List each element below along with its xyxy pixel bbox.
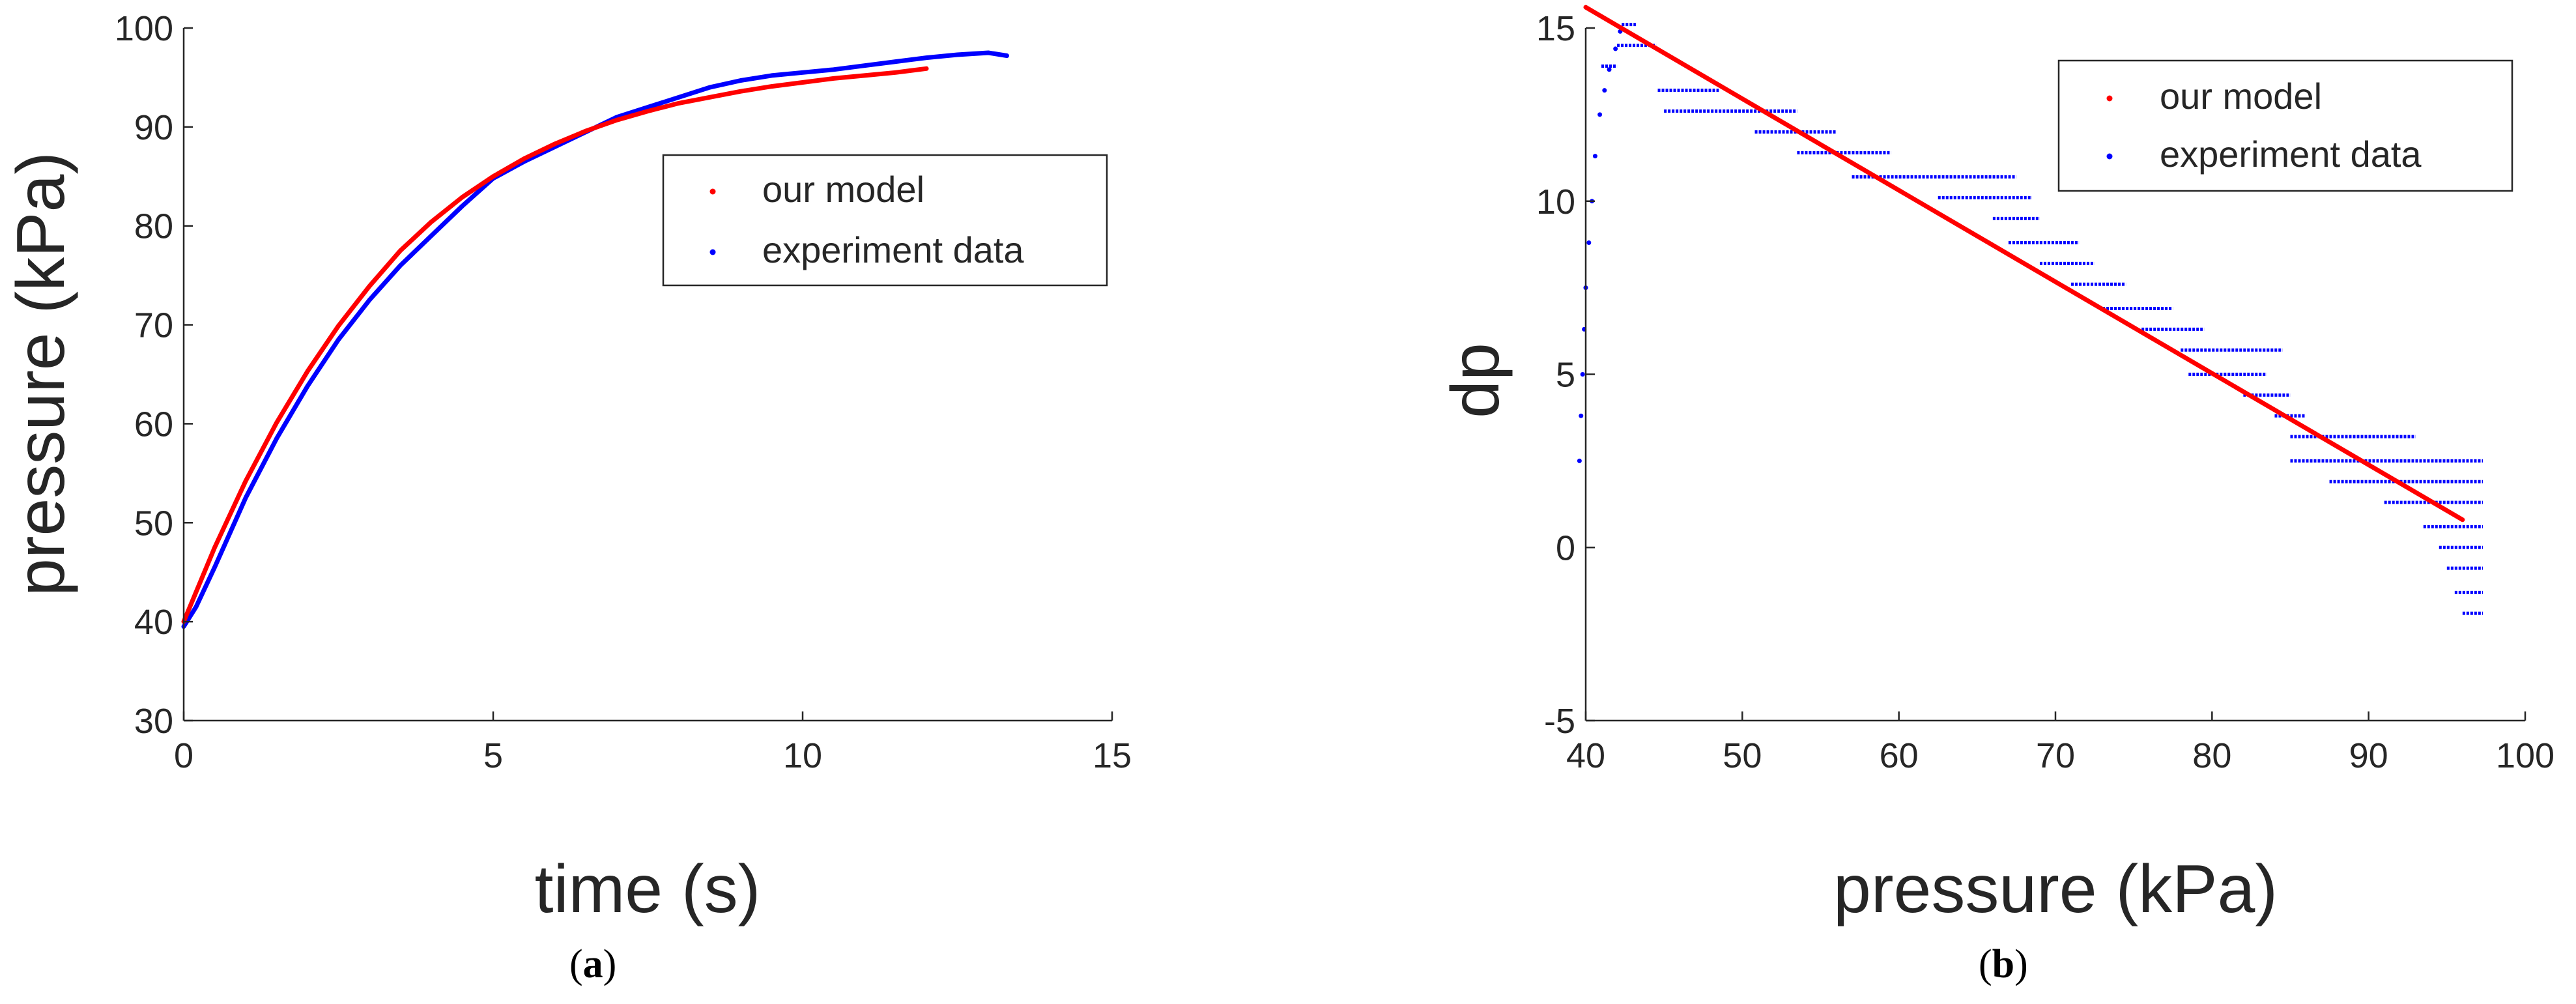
y-tick-label-a: 80 <box>134 207 173 246</box>
series-layer-b <box>1577 5 2483 615</box>
panel-caption-a-letter: a <box>582 942 603 986</box>
experiment-point <box>1577 458 1582 463</box>
series-line-our-model-b <box>1583 5 2465 523</box>
experiment-point <box>1607 67 1612 72</box>
y-tick-label-a: 90 <box>134 108 173 147</box>
y-axis-label-b: dp <box>1438 343 1513 418</box>
x-tick-label-b: 100 <box>2496 736 2555 775</box>
x-tick-label-a: 10 <box>783 736 822 775</box>
legend-label-experiment-data-b: experiment data <box>2160 134 2422 175</box>
experiment-point <box>1597 112 1603 117</box>
y-tick-label-a: 60 <box>134 405 173 444</box>
x-tick-label-b: 90 <box>2349 736 2388 775</box>
x-tick-label-b: 80 <box>2192 736 2231 775</box>
y-tick-label-b: 5 <box>1556 356 1575 395</box>
y-tick-label-a: 50 <box>134 504 173 543</box>
experiment-point <box>1579 413 1584 418</box>
x-tick-label-b: 70 <box>2036 736 2075 775</box>
y-tick-label-a: 40 <box>134 603 173 642</box>
plot-area-a <box>184 28 1112 721</box>
legend-marker-experiment-data-b <box>2106 153 2113 160</box>
x-tick-label-a: 15 <box>1093 736 1132 775</box>
legend-marker-our-model-b <box>2106 95 2113 102</box>
experiment-point <box>1592 154 1597 159</box>
x-tick-label-b: 60 <box>1880 736 1919 775</box>
y-axis-label-a: pressure (kPa) <box>3 152 79 596</box>
y-tick-label-b: 0 <box>1556 528 1575 567</box>
legend-a: our model experiment data <box>662 154 1108 287</box>
panel-caption-a: (a) <box>569 942 617 986</box>
legend-label-experiment-data-a: experiment data <box>762 229 1024 270</box>
x-tick-label-a: 5 <box>483 736 503 775</box>
y-tick-label-a: 100 <box>115 9 173 48</box>
series-layer-a <box>181 50 1009 629</box>
legend-box-a <box>662 154 1108 287</box>
x-axis-label-a: time (s) <box>535 852 761 927</box>
axes-b: 40 50 60 70 80 90 100 -5 0 5 10 15 <box>1536 9 2555 775</box>
legend-marker-experiment-data-a <box>709 249 716 255</box>
legend-label-our-model-a: our model <box>762 169 924 210</box>
legend-marker-our-model-a <box>709 188 716 195</box>
y-tick-label-a: 30 <box>134 702 173 741</box>
experiment-point <box>1613 46 1618 51</box>
x-tick-label-b: 50 <box>1723 736 1762 775</box>
experiment-point <box>1586 240 1592 246</box>
chart-panel-b: 40 50 60 70 80 90 100 -5 0 5 10 15 pressure (kPa) d… <box>1438 5 2555 927</box>
y-tick-label-b: 10 <box>1536 182 1575 222</box>
experiment-point <box>1580 372 1585 377</box>
x-tick-label-b: 40 <box>1566 736 1605 775</box>
x-tick-label-a: 0 <box>174 736 193 775</box>
panel-caption-b: (b) <box>1979 942 2028 986</box>
chart-panel-a: 0 5 10 15 30 40 50 60 70 80 90 100 time (s) pressur… <box>3 9 1132 927</box>
axes-a: 0 5 10 15 30 40 50 60 70 80 90 100 <box>115 9 1132 775</box>
experiment-point <box>1602 88 1607 93</box>
y-tick-label-a: 70 <box>134 306 173 345</box>
legend-label-our-model-b: our model <box>2160 76 2322 117</box>
legend-b: our model experiment data <box>2057 59 2513 192</box>
series-line-our-model-a <box>181 66 929 624</box>
panel-caption-b-letter: b <box>1992 942 2015 986</box>
legend-box-b <box>2057 59 2513 192</box>
y-tick-label-b: -5 <box>1544 702 1575 741</box>
y-tick-label-b: 15 <box>1536 9 1575 48</box>
x-axis-label-b: pressure (kPa) <box>1833 852 2278 927</box>
